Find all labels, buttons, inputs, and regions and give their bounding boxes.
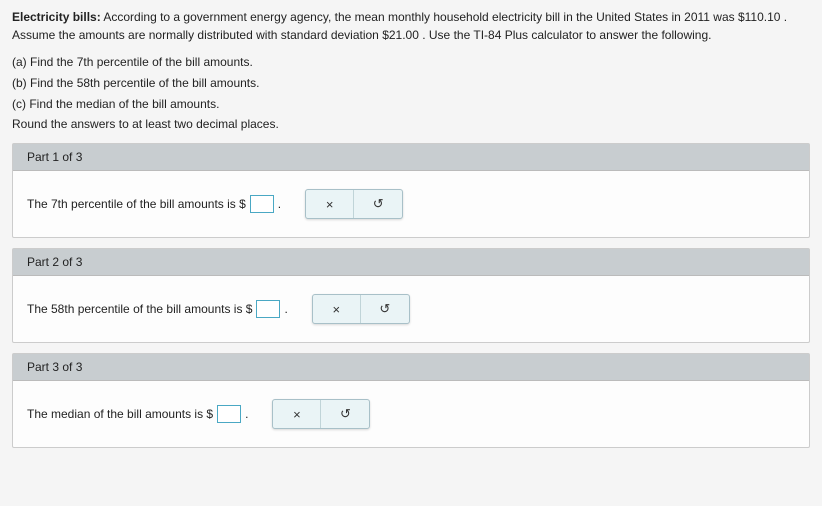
x-icon: × [326, 197, 334, 212]
part-2-header: Part 2 of 3 [13, 249, 809, 276]
reset-button[interactable]: ↺ [361, 295, 409, 323]
x-icon: × [333, 302, 341, 317]
part-3-body: The median of the bill amounts is $ . × … [13, 381, 809, 447]
part-1-body: The 7th percentile of the bill amounts i… [13, 171, 809, 237]
part-2-body: The 58th percentile of the bill amounts … [13, 276, 809, 342]
problem-intro: Electricity bills: According to a govern… [12, 8, 810, 44]
part-3: Part 3 of 3 The median of the bill amoun… [12, 353, 810, 448]
part-1-post: . [278, 197, 281, 211]
part-1-prompt: The 7th percentile of the bill amounts i… [27, 195, 281, 213]
reset-button[interactable]: ↺ [354, 190, 402, 218]
clear-button[interactable]: × [306, 190, 354, 218]
clear-button[interactable]: × [313, 295, 361, 323]
intro-line1: According to a government energy agency,… [101, 10, 787, 24]
part-2-pre: The 58th percentile of the bill amounts … [27, 302, 252, 316]
part-1-input[interactable] [250, 195, 274, 213]
question-c: (c) Find the median of the bill amounts. [12, 96, 810, 113]
x-icon: × [293, 407, 301, 422]
part-3-post: . [245, 407, 248, 421]
reset-icon: ↺ [373, 196, 384, 212]
part-2-buttons: × ↺ [312, 294, 410, 324]
part-1: Part 1 of 3 The 7th percentile of the bi… [12, 143, 810, 238]
part-2-input[interactable] [256, 300, 280, 318]
reset-icon: ↺ [340, 406, 351, 422]
part-1-pre: The 7th percentile of the bill amounts i… [27, 197, 246, 211]
reset-icon: ↺ [379, 301, 390, 317]
part-3-header: Part 3 of 3 [13, 354, 809, 381]
part-2-post: . [284, 302, 287, 316]
part-3-buttons: × ↺ [272, 399, 370, 429]
question-b: (b) Find the 58th percentile of the bill… [12, 75, 810, 92]
reset-button[interactable]: ↺ [321, 400, 369, 428]
part-3-prompt: The median of the bill amounts is $ . [27, 405, 248, 423]
question-a: (a) Find the 7th percentile of the bill … [12, 54, 810, 71]
clear-button[interactable]: × [273, 400, 321, 428]
rounding-note: Round the answers to at least two decima… [12, 116, 810, 133]
part-2-prompt: The 58th percentile of the bill amounts … [27, 300, 288, 318]
part-3-input[interactable] [217, 405, 241, 423]
intro-title: Electricity bills: [12, 10, 101, 24]
part-1-buttons: × ↺ [305, 189, 403, 219]
part-3-pre: The median of the bill amounts is $ [27, 407, 213, 421]
part-1-header: Part 1 of 3 [13, 144, 809, 171]
part-2: Part 2 of 3 The 58th percentile of the b… [12, 248, 810, 343]
intro-line2: Assume the amounts are normally distribu… [12, 28, 711, 42]
